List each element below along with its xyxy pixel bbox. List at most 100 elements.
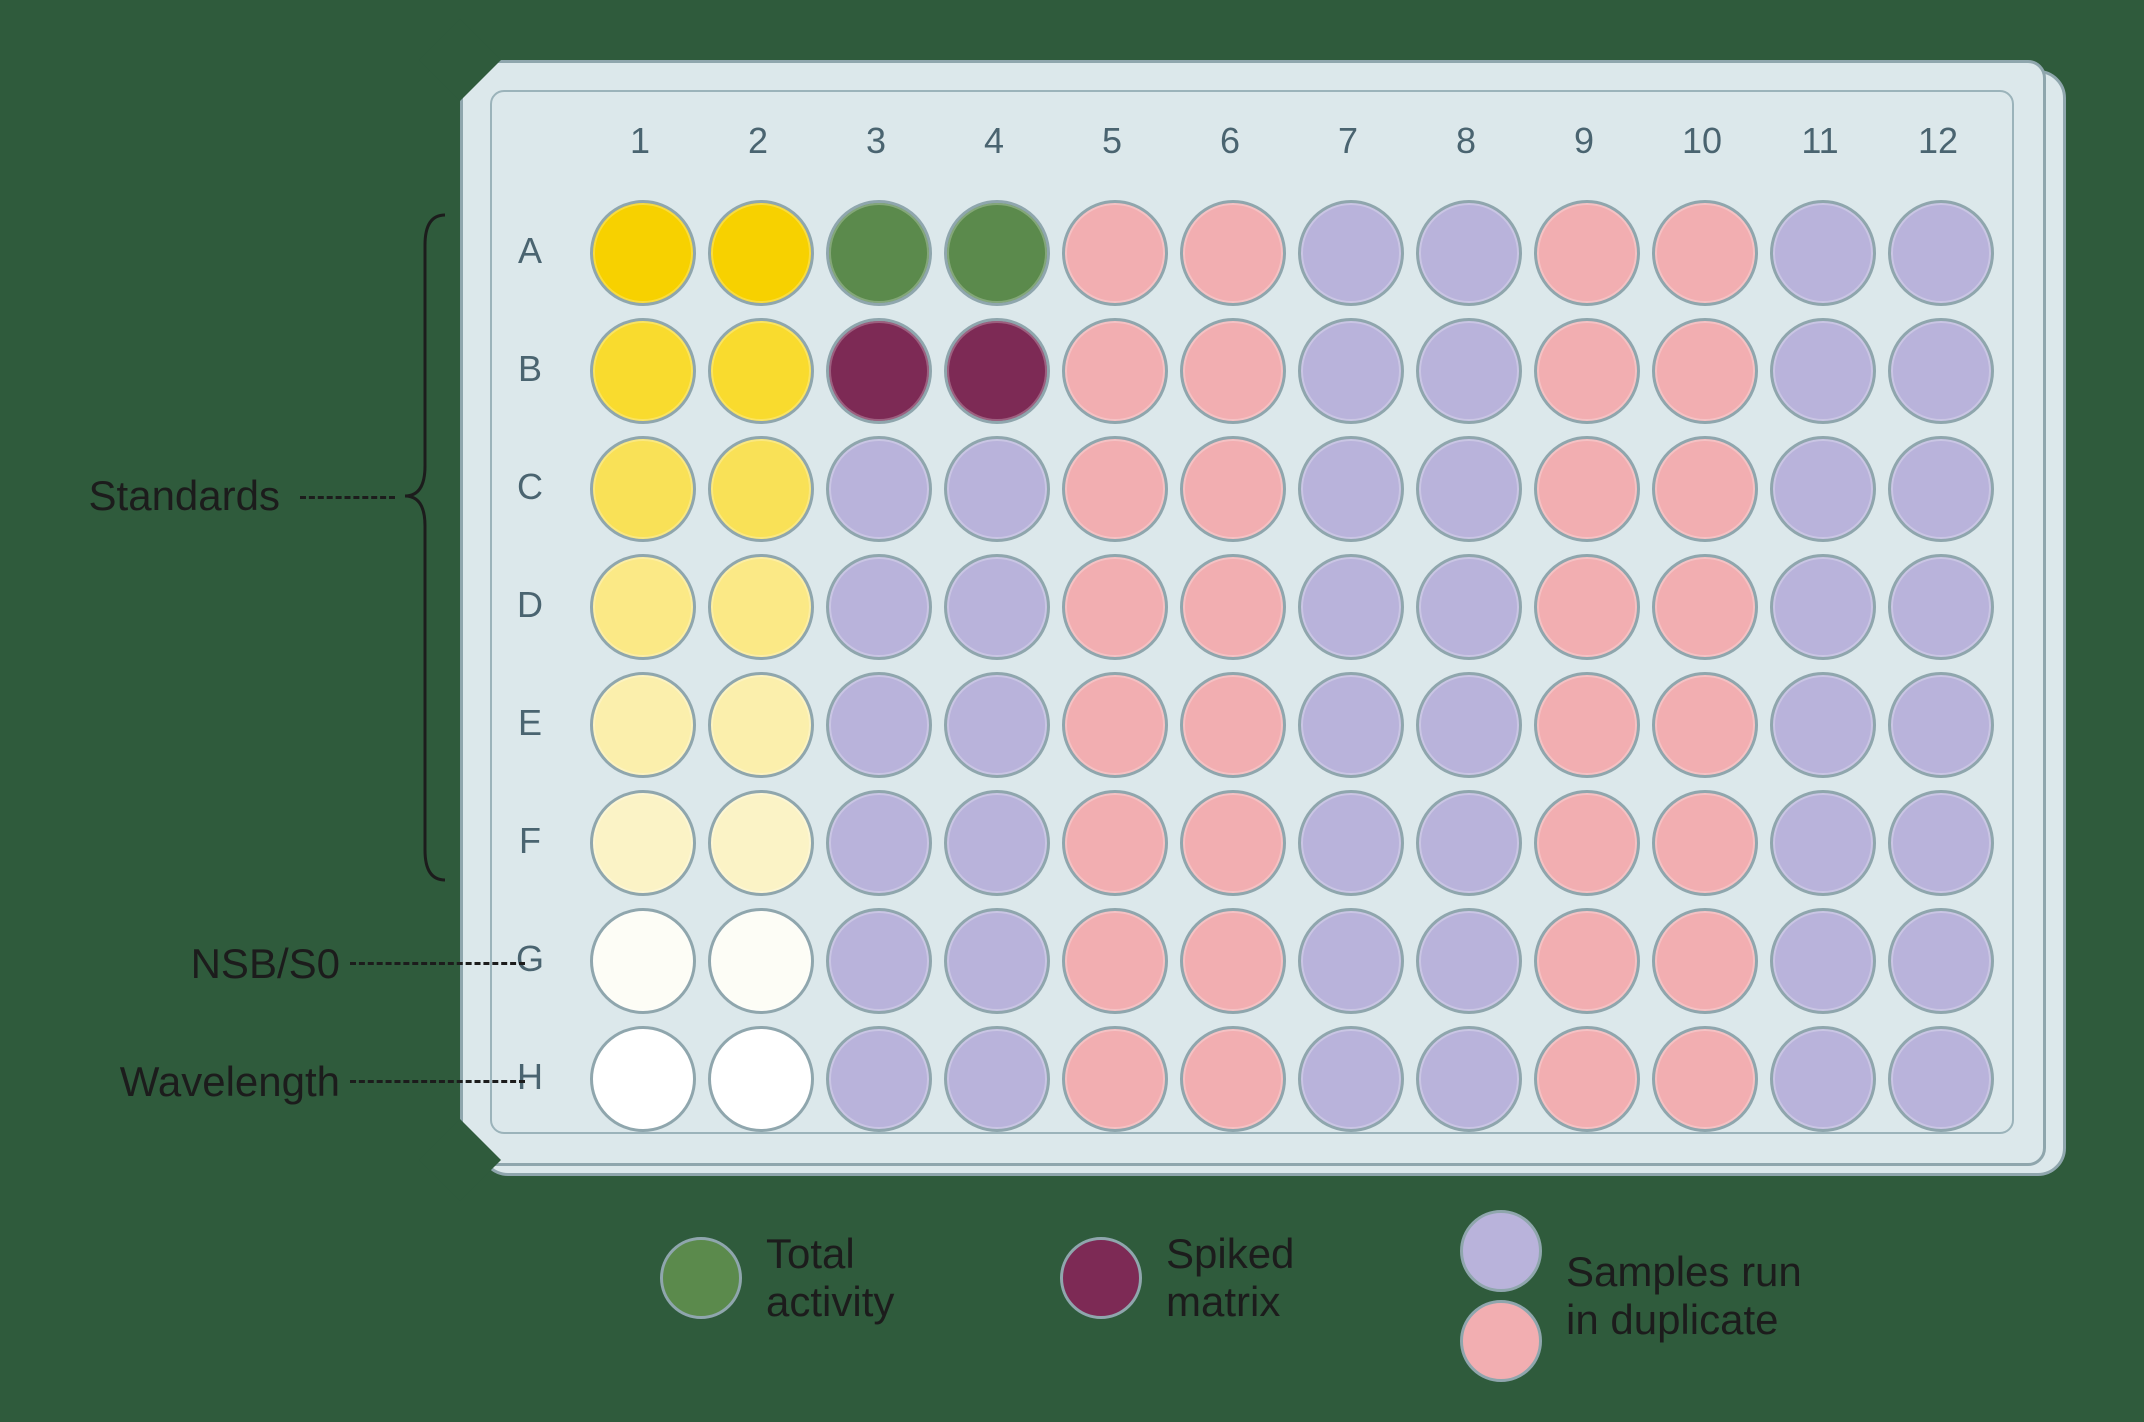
well-H4 xyxy=(944,1026,1050,1132)
well-H9 xyxy=(1534,1026,1640,1132)
well-A9 xyxy=(1534,200,1640,306)
well-H12 xyxy=(1888,1026,1994,1132)
well-F11 xyxy=(1770,790,1876,896)
well-F6 xyxy=(1180,790,1286,896)
well-D5 xyxy=(1062,554,1168,660)
well-C8 xyxy=(1416,436,1522,542)
legend-label: Spikedmatrix xyxy=(1166,1230,1294,1327)
legend-label: Totalactivity xyxy=(766,1230,894,1327)
row-header: E xyxy=(510,702,550,744)
well-A12 xyxy=(1888,200,1994,306)
col-header: 8 xyxy=(1416,120,1516,162)
col-header: 12 xyxy=(1888,120,1988,162)
well-C5 xyxy=(1062,436,1168,542)
well-B10 xyxy=(1652,318,1758,424)
well-H2 xyxy=(708,1026,814,1132)
well-H6 xyxy=(1180,1026,1286,1132)
well-B12 xyxy=(1888,318,1994,424)
well-E10 xyxy=(1652,672,1758,778)
well-F9 xyxy=(1534,790,1640,896)
dash-nsb xyxy=(350,962,525,965)
label-standards: Standards xyxy=(50,472,280,520)
well-G7 xyxy=(1298,908,1404,1014)
figure-canvas: 123456789101112ABCDEFGHStandardsNSB/S0Wa… xyxy=(0,0,2144,1422)
well-E9 xyxy=(1534,672,1640,778)
well-H10 xyxy=(1652,1026,1758,1132)
well-G3 xyxy=(826,908,932,1014)
legend-item: Spikedmatrix xyxy=(1060,1230,1294,1327)
well-G2 xyxy=(708,908,814,1014)
well-B6 xyxy=(1180,318,1286,424)
well-F3 xyxy=(826,790,932,896)
well-F4 xyxy=(944,790,1050,896)
well-C4 xyxy=(944,436,1050,542)
dash-wavelength xyxy=(350,1080,525,1083)
standards-brace xyxy=(400,195,460,900)
well-D4 xyxy=(944,554,1050,660)
col-header: 6 xyxy=(1180,120,1280,162)
well-A6 xyxy=(1180,200,1286,306)
well-A7 xyxy=(1298,200,1404,306)
well-A11 xyxy=(1770,200,1876,306)
col-header: 2 xyxy=(708,120,808,162)
well-B7 xyxy=(1298,318,1404,424)
well-B1 xyxy=(590,318,696,424)
label-wavelength: Wavelength xyxy=(60,1058,340,1106)
well-H7 xyxy=(1298,1026,1404,1132)
legend-swatch xyxy=(1060,1237,1142,1319)
well-B3 xyxy=(826,318,932,424)
well-E3 xyxy=(826,672,932,778)
well-E8 xyxy=(1416,672,1522,778)
col-header: 7 xyxy=(1298,120,1398,162)
col-header: 3 xyxy=(826,120,926,162)
well-F12 xyxy=(1888,790,1994,896)
well-A3 xyxy=(826,200,932,306)
well-F7 xyxy=(1298,790,1404,896)
legend-swatch xyxy=(1460,1210,1542,1292)
col-header: 5 xyxy=(1062,120,1162,162)
well-C9 xyxy=(1534,436,1640,542)
well-D11 xyxy=(1770,554,1876,660)
well-E5 xyxy=(1062,672,1168,778)
well-H11 xyxy=(1770,1026,1876,1132)
row-header: H xyxy=(510,1056,550,1098)
well-D8 xyxy=(1416,554,1522,660)
row-header: G xyxy=(510,938,550,980)
dash-standards xyxy=(300,496,395,499)
well-C1 xyxy=(590,436,696,542)
well-A5 xyxy=(1062,200,1168,306)
well-A1 xyxy=(590,200,696,306)
col-header: 10 xyxy=(1652,120,1752,162)
well-A10 xyxy=(1652,200,1758,306)
well-F5 xyxy=(1062,790,1168,896)
well-E2 xyxy=(708,672,814,778)
well-C6 xyxy=(1180,436,1286,542)
well-E7 xyxy=(1298,672,1404,778)
well-C10 xyxy=(1652,436,1758,542)
label-nsb: NSB/S0 xyxy=(120,940,340,988)
well-C7 xyxy=(1298,436,1404,542)
well-A2 xyxy=(708,200,814,306)
col-header: 4 xyxy=(944,120,1044,162)
well-D9 xyxy=(1534,554,1640,660)
well-G1 xyxy=(590,908,696,1014)
legend-label: Samples runin duplicate xyxy=(1566,1248,1802,1345)
well-B11 xyxy=(1770,318,1876,424)
row-header: F xyxy=(510,820,550,862)
well-F8 xyxy=(1416,790,1522,896)
well-G10 xyxy=(1652,908,1758,1014)
well-H8 xyxy=(1416,1026,1522,1132)
well-D1 xyxy=(590,554,696,660)
well-G4 xyxy=(944,908,1050,1014)
row-header: B xyxy=(510,348,550,390)
well-G12 xyxy=(1888,908,1994,1014)
well-D2 xyxy=(708,554,814,660)
well-C11 xyxy=(1770,436,1876,542)
well-B5 xyxy=(1062,318,1168,424)
well-F1 xyxy=(590,790,696,896)
well-H5 xyxy=(1062,1026,1168,1132)
well-E1 xyxy=(590,672,696,778)
well-D7 xyxy=(1298,554,1404,660)
well-E12 xyxy=(1888,672,1994,778)
legend-swatch xyxy=(1460,1300,1542,1382)
